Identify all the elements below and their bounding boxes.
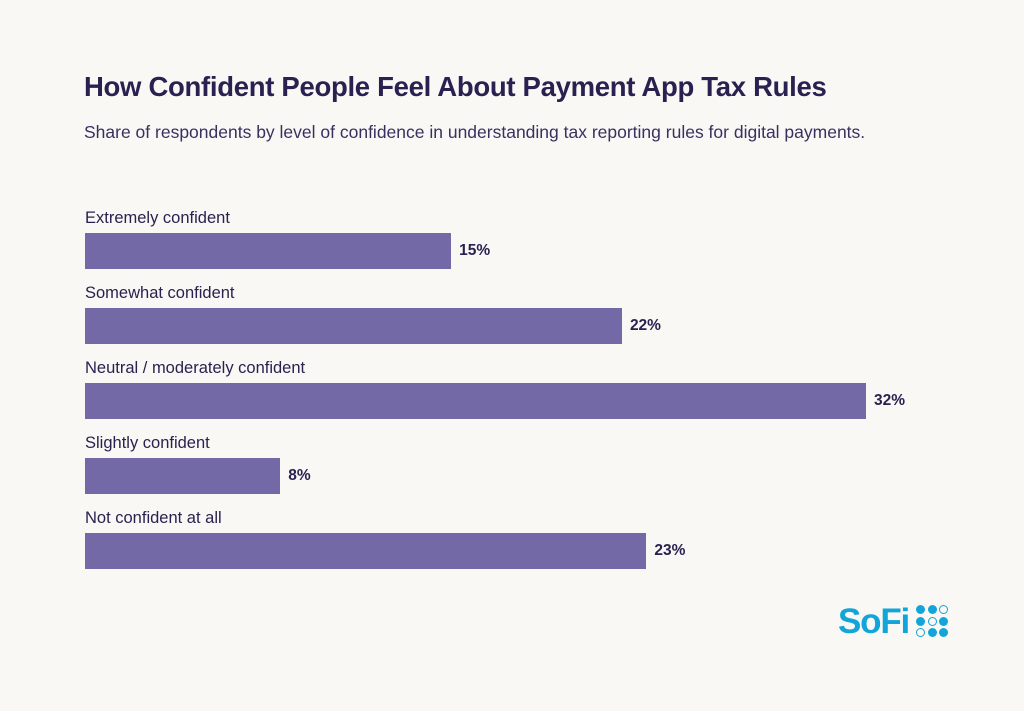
bar-rect [85, 458, 281, 494]
bar-rect [85, 233, 452, 269]
bar-value-label: 23% [654, 542, 686, 560]
bar-value-label: 15% [459, 242, 491, 260]
chart-subtitle: Share of respondents by level of confide… [84, 122, 866, 142]
bar-group: Somewhat confident 22% [85, 285, 965, 347]
bar-row: 23% [85, 533, 685, 569]
bar-group: Extremely confident 15% [85, 210, 965, 272]
bar-value-label: 22% [629, 317, 661, 335]
sofi-wordmark: SoFi [838, 601, 910, 641]
bar-value-label: 8% [288, 467, 311, 485]
bar-row: 22% [85, 308, 661, 344]
bar-category-label: Not confident at all [85, 509, 222, 527]
bar-rect [85, 383, 866, 419]
sofi-dot-grid-icon [916, 605, 949, 637]
bar-group: Slightly confident 8% [85, 435, 965, 497]
bar-category-label: Neutral / moderately confident [85, 359, 306, 377]
page-title: How Confident People Feel About Payment … [84, 71, 827, 102]
bar-rect [85, 533, 647, 569]
sofi-logo: SoFi [838, 600, 949, 642]
bar-row: 8% [85, 458, 311, 494]
bar-group: Neutral / moderately confident 32% [85, 360, 965, 422]
bar-value-label: 32% [874, 392, 906, 410]
bar-category-label: Somewhat confident [85, 284, 235, 302]
bar-category-label: Extremely confident [85, 209, 230, 227]
bar-row: 15% [85, 233, 490, 269]
bar-row: 32% [85, 383, 905, 419]
bar-category-label: Slightly confident [85, 434, 210, 452]
bar-rect [85, 308, 622, 344]
bar-chart-plot-area: Extremely confident 15% Somewhat confide… [85, 210, 965, 580]
bar-group: Not confident at all 23% [85, 510, 965, 572]
